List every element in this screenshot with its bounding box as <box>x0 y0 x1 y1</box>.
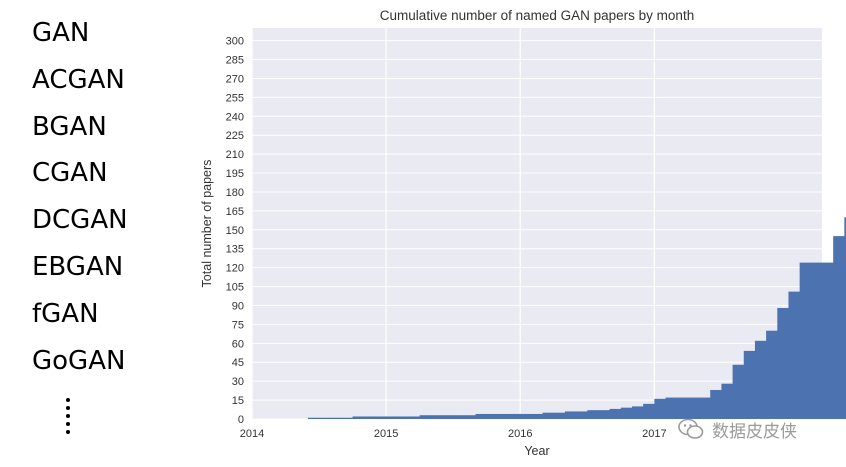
bar <box>632 406 644 419</box>
bar <box>564 411 577 419</box>
y-tick-label: 90 <box>232 300 244 312</box>
bar <box>743 350 756 419</box>
watermark-text: 数据皮皮侠 <box>712 421 797 442</box>
y-tick-label: 45 <box>232 357 244 369</box>
bar <box>475 413 488 419</box>
y-tick-label: 135 <box>226 244 244 256</box>
bar <box>542 412 555 419</box>
bar <box>363 416 376 419</box>
bar <box>453 415 465 419</box>
bar <box>464 415 476 419</box>
bar <box>754 340 767 419</box>
gan-name-item: EBGAN <box>32 251 124 282</box>
bar <box>397 416 409 419</box>
bar <box>430 415 443 419</box>
y-tick-label: 30 <box>232 376 244 388</box>
gan-name-item: fGAN <box>32 298 99 329</box>
bar <box>777 308 789 419</box>
x-tick-label: 2014 <box>240 428 264 440</box>
y-tick-label: 120 <box>226 263 244 275</box>
y-tick-label: 0 <box>238 414 244 426</box>
bar <box>609 408 622 419</box>
bar <box>520 413 532 419</box>
bar <box>330 417 342 419</box>
bar <box>643 403 655 419</box>
gan-name-list: GAN ACGAN BGAN CGAN DCGAN EBGAN fGAN GoGAN <box>32 14 128 388</box>
bar <box>408 416 421 419</box>
bar <box>687 397 700 419</box>
wechat-icon <box>678 418 704 439</box>
bar <box>598 410 611 419</box>
y-tick-label: 225 <box>226 130 244 142</box>
y-tick-label: 240 <box>226 111 244 123</box>
y-tick-label: 270 <box>226 73 244 85</box>
bar <box>319 417 331 419</box>
y-tick-label: 210 <box>226 149 244 161</box>
y-tick-label: 165 <box>226 206 244 218</box>
bar <box>710 389 722 419</box>
bar <box>531 413 543 419</box>
gan-name-item: GAN <box>32 18 90 48</box>
gan-name-item: CGAN <box>32 158 108 189</box>
bar <box>654 398 666 419</box>
bar <box>732 364 745 419</box>
y-tick-label: 255 <box>226 92 244 104</box>
bar <box>587 410 599 419</box>
plot-area <box>252 28 822 419</box>
bar <box>833 236 845 419</box>
y-axis-label: Total number of papers <box>200 160 214 288</box>
y-tick-label: 150 <box>226 225 244 237</box>
gan-name-item: GoGAN <box>32 345 126 376</box>
bar <box>810 262 823 419</box>
gan-name-item: DCGAN <box>32 205 128 236</box>
y-tick-label: 105 <box>226 282 244 294</box>
watermark: 数据皮皮侠 <box>678 416 797 442</box>
x-tick-label: 2017 <box>642 428 666 440</box>
bar <box>620 407 633 419</box>
bar <box>553 412 566 419</box>
x-tick-label: 2016 <box>508 428 532 440</box>
bar <box>341 417 353 419</box>
x-axis-label: Year <box>524 444 549 458</box>
bar <box>509 413 521 419</box>
bar <box>419 415 432 419</box>
y-tick-label: 285 <box>226 55 244 67</box>
bar <box>374 416 387 419</box>
bar <box>576 411 588 419</box>
bar <box>497 413 510 419</box>
bar <box>486 413 499 419</box>
gan-name-item: BGAN <box>32 111 107 142</box>
y-tick-label: 15 <box>232 395 244 407</box>
bar <box>352 416 365 419</box>
vertical-ellipsis <box>66 398 72 438</box>
y-tick-label: 75 <box>232 319 244 331</box>
bar <box>386 416 398 419</box>
chart-title: Cumulative number of named GAN papers by… <box>380 8 694 23</box>
gan-name-item: ACGAN <box>32 64 125 95</box>
x-tick-label: 2015 <box>374 428 398 440</box>
bar <box>799 262 812 419</box>
bar <box>699 397 711 419</box>
bar <box>766 330 778 419</box>
y-tick-label: 195 <box>226 168 244 180</box>
bar <box>844 217 846 419</box>
bar <box>442 415 454 419</box>
bar <box>788 291 801 419</box>
bar <box>665 397 678 419</box>
bar <box>307 417 320 419</box>
y-tick-label: 60 <box>232 338 244 350</box>
y-tick-label: 300 <box>226 36 244 48</box>
bar <box>721 383 733 419</box>
y-tick-label: 180 <box>226 187 244 199</box>
bar <box>822 262 834 419</box>
bar <box>676 397 689 419</box>
